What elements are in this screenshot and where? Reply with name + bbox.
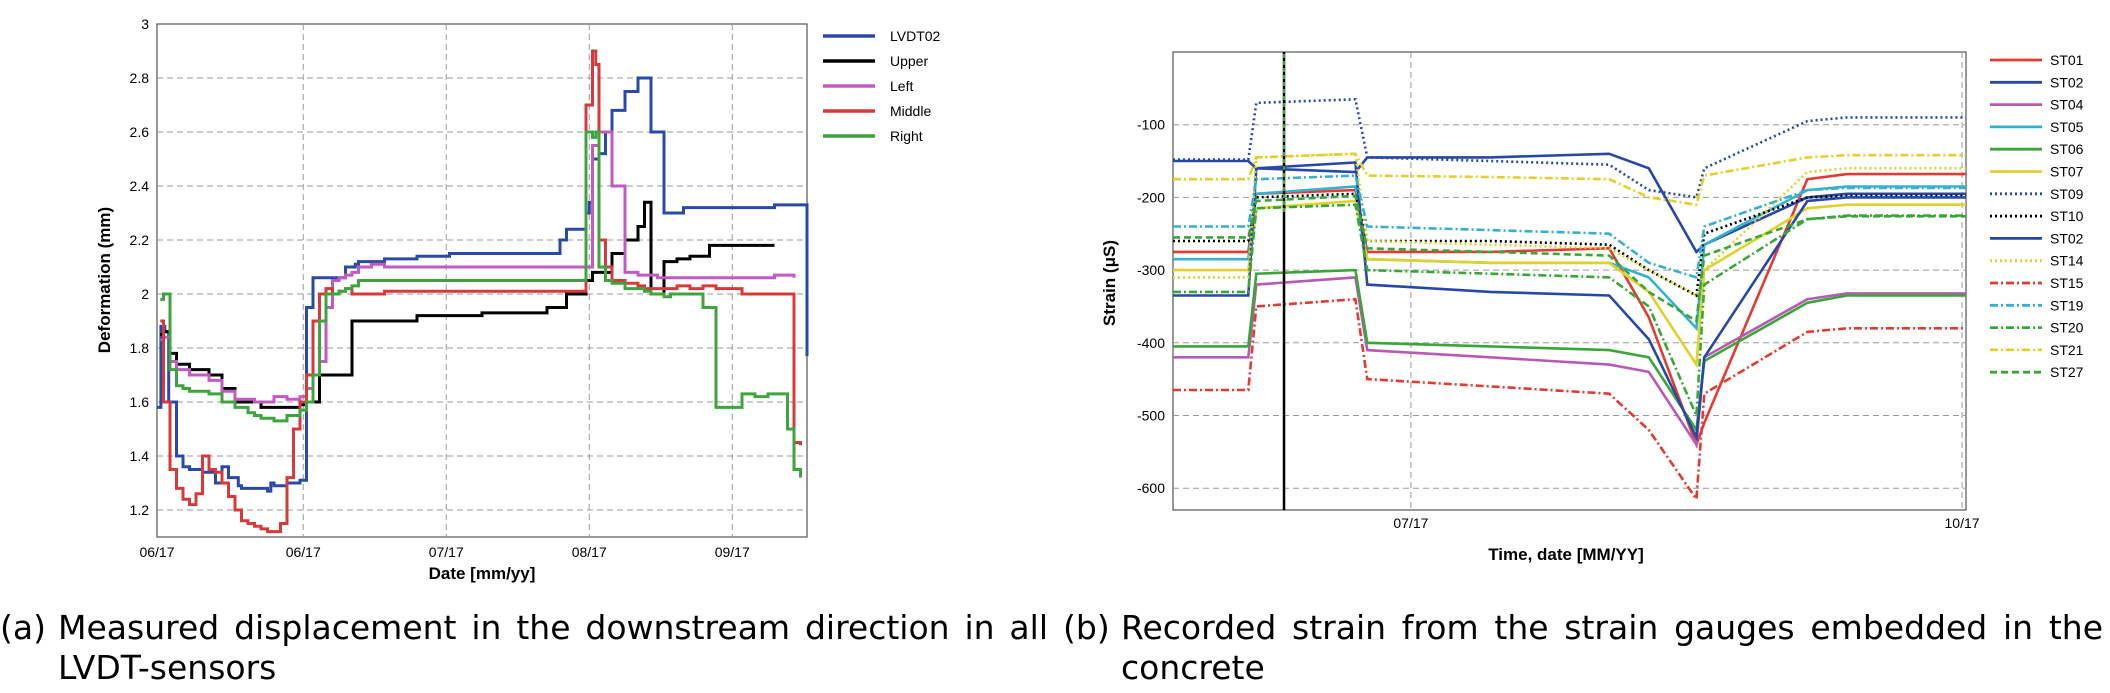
chart-b-legend-label: ST21	[2050, 342, 2084, 358]
chart-a-ytick-label: 3	[141, 16, 149, 32]
chart-a-legend-label: Middle	[890, 103, 931, 119]
chart-b-legend-label: ST10	[2050, 208, 2084, 224]
chart-a-ytick-label: 1.8	[130, 340, 150, 356]
chart-b-legend-label: ST01	[2050, 52, 2084, 68]
chart-a-legend-label: LVDT02	[890, 28, 941, 44]
chart-a-legend: LVDT02 Upper Left Middle Right	[823, 28, 941, 144]
chart-a-xlabel: Date [mm/yy]	[429, 564, 536, 583]
chart-b-ytick-label: -100	[1137, 117, 1165, 133]
chart-b-legend-label: ST02	[2050, 230, 2084, 246]
chart-a-ytick-label: 2.6	[130, 124, 150, 140]
caption-a-text: Measured displacement in the downstream …	[58, 608, 1048, 687]
caption-a-label: (a)	[0, 608, 46, 647]
chart-b-legend-label: ST04	[2050, 97, 2084, 113]
chart-a-ytick-label: 2	[141, 286, 149, 302]
chart-b-legend-label: ST06	[2050, 141, 2084, 157]
chart-b-xtick-label: 10/17	[1945, 515, 1980, 531]
chart-a-legend-label: Upper	[890, 53, 928, 69]
chart-a-xtick-label: 07/17	[429, 544, 464, 560]
chart-b-xlabel: Time, date [MM/YY]	[1488, 545, 1644, 564]
chart-a-ytick-label: 2.2	[130, 232, 150, 248]
chart-b-series-line-st19	[1173, 174, 1966, 280]
chart-a-ytick-label: 2.4	[130, 178, 150, 194]
chart-b-ytick-label: -600	[1137, 480, 1165, 496]
chart-a-xtick-label: 08/17	[572, 544, 607, 560]
chart-b-legend-label: ST14	[2050, 253, 2084, 269]
caption-b-text: Recorded strain from the strain gauges e…	[1121, 608, 2103, 687]
chart-b-ytick-label: -200	[1137, 189, 1165, 205]
chart-b-legend-label: ST27	[2050, 364, 2084, 380]
chart-a-grid	[157, 24, 807, 537]
chart-b-ylabel: Strain (μS)	[1100, 240, 1119, 326]
chart-a-legend-label: Right	[890, 128, 923, 144]
chart-a-ytick-label: 1.2	[130, 502, 150, 518]
chart-b: -100 -200 -300 -400 -500 -600 07/17 10/17 Time,…	[1100, 51, 2084, 564]
chart-b-ticks: -100 -200 -300 -400 -500 -600 07/17 10/17	[1137, 117, 1980, 531]
chart-a-xtick-label: 06/17	[139, 544, 174, 560]
chart-a-xtick-label: 06/17	[286, 544, 321, 560]
chart-a-ytick-label: 1.4	[130, 448, 150, 464]
chart-b-series-line-st09	[1173, 97, 1966, 199]
chart-b-legend: ST01 ST02 ST04 ST05 ST06 ST07 ST09 ST10 ST02 ST14…	[1990, 52, 2084, 380]
chart-b-series	[1173, 52, 1966, 510]
chart-b-xtick-label: 07/17	[1393, 515, 1428, 531]
chart-b-series-line-st27	[1173, 194, 1966, 324]
chart-a-series-line-lvdt02	[157, 76, 809, 493]
caption-b-label: (b)	[1063, 608, 1110, 647]
chart-b-series-line-st15	[1173, 297, 1966, 503]
chart-a-ytick-label: 2.8	[130, 70, 150, 86]
chart-a-ticks: 1.2 1.4 1.6 1.8 2 2.2 2.4 2.6 2.8 3 06/17 06/17 07/1…	[130, 16, 750, 560]
chart-b-ytick-label: -300	[1137, 262, 1165, 278]
chart-b-ytick-label: -500	[1137, 407, 1165, 423]
chart-b-legend-label: ST19	[2050, 297, 2084, 313]
chart-a-series	[157, 49, 809, 534]
chart-a-xtick-label: 09/17	[715, 544, 750, 560]
chart-b-ytick-label: -400	[1137, 335, 1165, 351]
chart-b-series-line-st02	[1173, 161, 1966, 443]
chart-b-series-line-st07	[1173, 199, 1966, 369]
chart-a-ytick-label: 1.6	[130, 394, 150, 410]
chart-a: 1.2 1.4 1.6 1.8 2 2.2 2.4 2.6 2.8 3 06/17 06/17 07/1…	[95, 16, 941, 583]
chart-b-legend-label: ST20	[2050, 320, 2084, 336]
chart-b-legend-label: ST09	[2050, 186, 2084, 202]
chart-a-series-line-left	[160, 130, 796, 404]
chart-b-legend-label: ST02	[2050, 74, 2084, 90]
chart-a-series-line-right	[160, 130, 802, 478]
chart-b-legend-label: ST05	[2050, 119, 2084, 135]
chart-b-legend-label: ST15	[2050, 275, 2084, 291]
chart-b-legend-label: ST07	[2050, 164, 2084, 180]
chart-b-series-line-st06	[1173, 268, 1966, 434]
chart-a-legend-label: Left	[890, 78, 913, 94]
chart-a-ylabel: Deformation (mm)	[95, 207, 114, 353]
chart-b-series-line-st21	[1173, 152, 1966, 207]
